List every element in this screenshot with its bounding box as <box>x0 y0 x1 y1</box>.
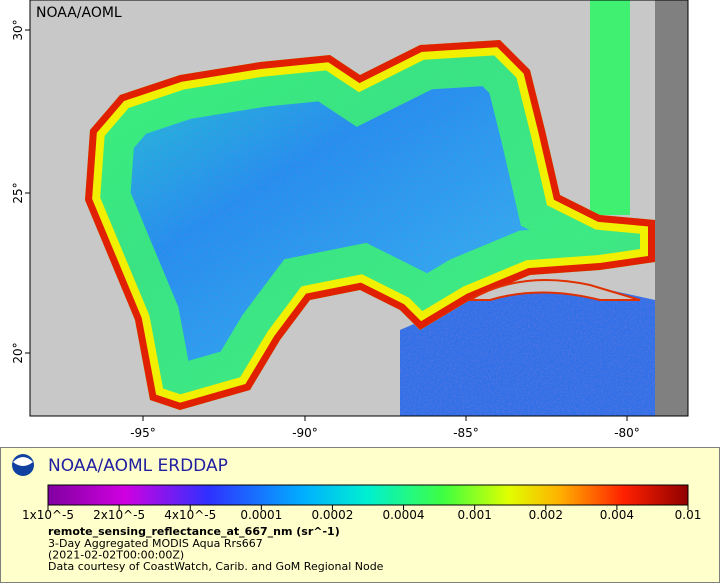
colorbar <box>47 484 689 506</box>
colorbar-label: 4x10^-5 <box>164 508 216 522</box>
map-panel: NOAA/AOML <box>29 0 689 417</box>
caption-line: (2021-02-02T00:00:00Z) <box>48 549 184 562</box>
colorbar-label: 0.0004 <box>383 508 425 522</box>
caption-line: 3-Day Aggregated MODIS Aqua Rrs667 <box>48 537 263 550</box>
colorbar-label: 1x10^-5 <box>22 508 74 522</box>
lat-tick-label: 30° <box>11 19 25 40</box>
legend: NOAA/AOML ERDDAP remote_sensing_reflecta… <box>0 447 720 583</box>
lon-tick-label: -95° <box>130 426 156 440</box>
caption-line: Data courtesy of CoastWatch, Carib. and … <box>48 560 384 573</box>
masked-sea <box>655 0 688 416</box>
caribbean-noise <box>400 288 655 416</box>
lon-tick-label: -80° <box>614 426 640 440</box>
axes: 30° 25° 20° -95° -90° -85° -80° <box>11 19 640 440</box>
colorbar-label: 2x10^-5 <box>93 508 145 522</box>
colorbar-label: 0.0001 <box>240 508 282 522</box>
map-label: NOAA/AOML <box>36 5 122 21</box>
colorbar-label: 0.004 <box>600 508 634 522</box>
colorbar-label: 0.0002 <box>311 508 353 522</box>
lon-tick-label: -85° <box>453 426 479 440</box>
colorbar-label: 0.01 <box>675 508 702 522</box>
variable-name: remote_sensing_reflectance_at_667_nm (sr… <box>48 525 340 538</box>
legend-box <box>0 447 720 583</box>
colorbar-label: 0.001 <box>457 508 491 522</box>
atlantic-strip <box>590 0 630 215</box>
cuba <box>466 279 641 301</box>
lat-tick-label: 25° <box>11 182 25 203</box>
colorbar-label: 0.002 <box>529 508 563 522</box>
lon-tick-label: -90° <box>292 426 318 440</box>
lat-tick-label: 20° <box>11 342 25 363</box>
noaa-logo-bird <box>13 457 33 466</box>
map-frame <box>29 0 689 417</box>
brand: NOAA/AOML ERDDAP <box>48 456 228 476</box>
